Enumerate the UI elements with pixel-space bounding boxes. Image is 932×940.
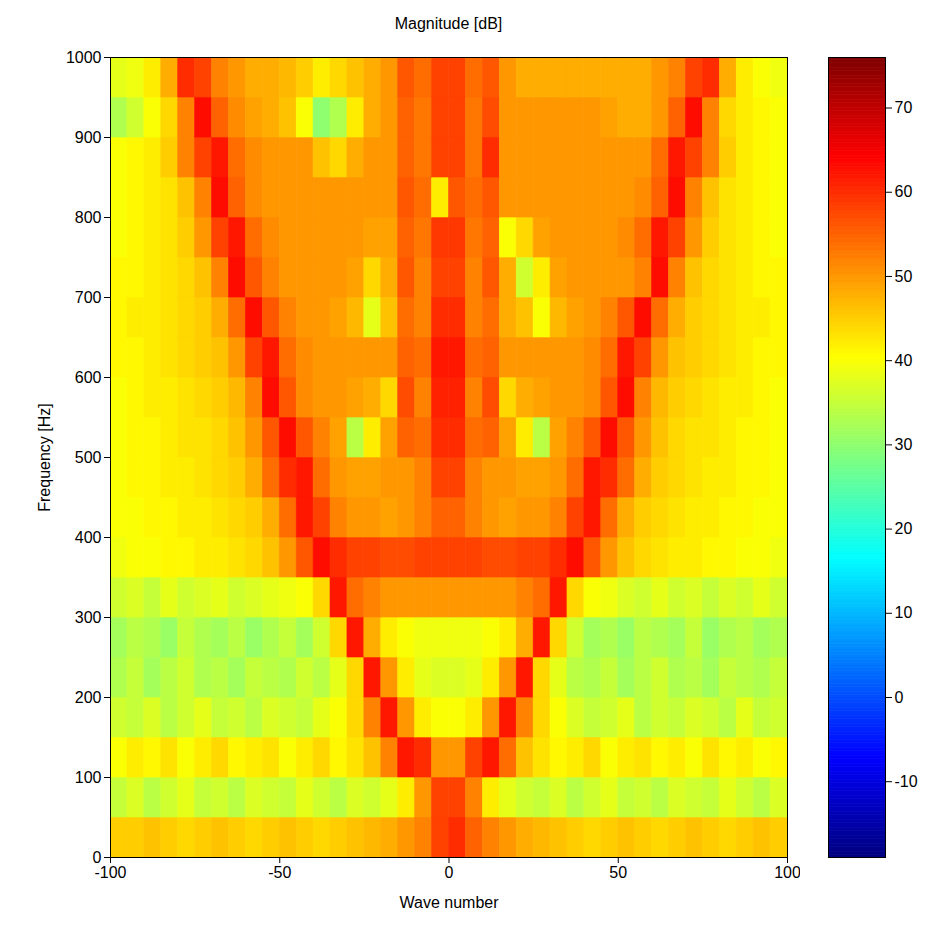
svg-text:0: 0 [445,864,454,881]
svg-text:20: 20 [895,520,913,537]
svg-text:-50: -50 [268,864,291,881]
svg-text:50: 50 [895,268,913,285]
svg-text:0: 0 [895,689,904,706]
svg-text:800: 800 [75,209,102,226]
svg-text:100: 100 [75,769,102,786]
svg-text:30: 30 [895,436,913,453]
svg-text:700: 700 [75,289,102,306]
svg-text:100: 100 [774,864,800,881]
svg-text:400: 400 [75,529,102,546]
svg-text:200: 200 [75,689,102,706]
svg-text:50: 50 [609,864,627,881]
html-text:Magnitude [dB]: Magnitude [dB] [394,15,503,32]
svg-text:1000: 1000 [66,49,102,66]
svg-text:500: 500 [75,449,102,466]
svg-text:40: 40 [895,352,913,369]
svg-text:900: 900 [75,129,102,146]
svg-text:0: 0 [92,848,102,866]
svg-text:600: 600 [75,369,102,386]
svg-text:-100: -100 [94,864,126,881]
svg-text:Frequency [Hz]: Frequency [Hz] [36,403,53,511]
svg-text:60: 60 [895,183,913,200]
svg-text:Wave number: Wave number [400,894,500,911]
svg-text:10: 10 [895,604,913,621]
svg-text:70: 70 [895,99,913,116]
svg-text:300: 300 [75,609,102,626]
svg-text:-10: -10 [895,773,918,790]
